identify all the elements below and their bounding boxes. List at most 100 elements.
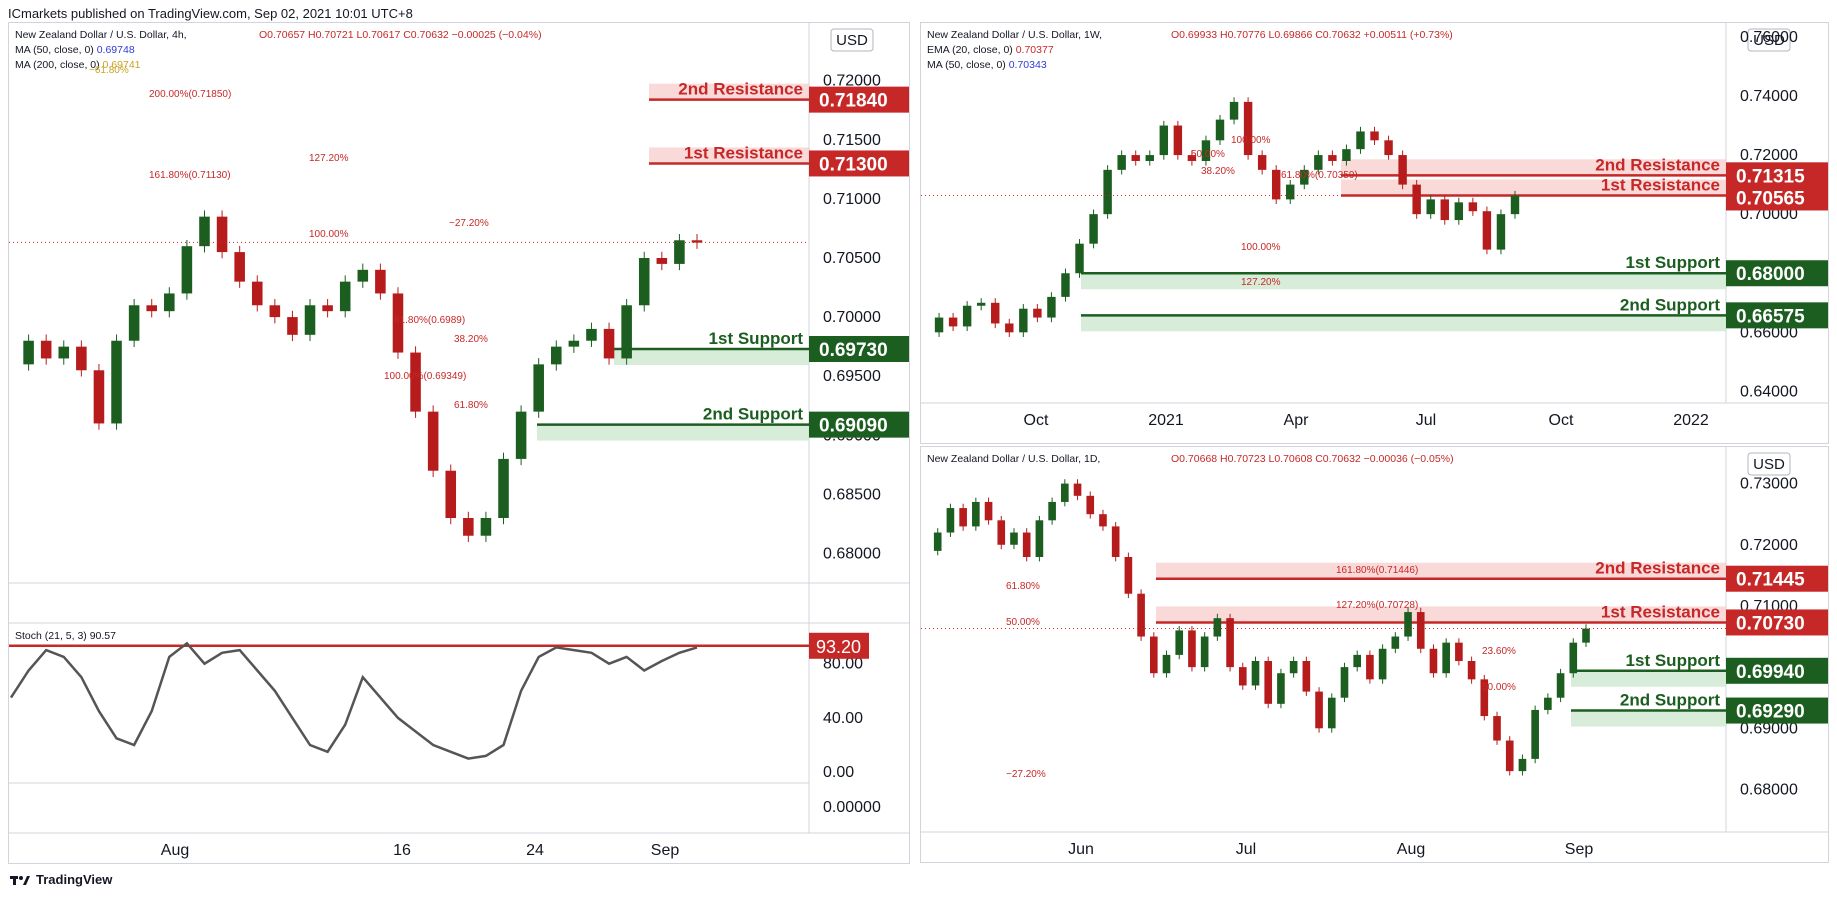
y-tick-label: 0.71500 [823,132,881,149]
candle-body [1370,131,1379,141]
fib-label: 50.00% [1191,149,1225,160]
chart-1w-svg[interactable]: New Zealand Dollar / U.S. Dollar, 1W, O0.… [921,23,1828,443]
candle-body [1124,557,1133,594]
y-tick-label: 0.64000 [1740,383,1798,400]
tradingview-brand: TradingView [36,872,113,887]
extra-price-value: 0.70565 [1736,188,1805,209]
chart-panel-4h[interactable]: New Zealand Dollar / U.S. Dollar, 4h, O0.… [8,22,910,864]
candle-body [498,458,509,518]
stoch-y-tick: 0.00 [823,764,854,781]
candle-body [251,281,263,306]
candle-body [568,340,580,347]
level-price-tag [1726,697,1828,724]
level-price-value: 0.66575 [1736,306,1805,327]
candle-body [1314,155,1323,170]
candle-body [946,508,955,533]
candle-body [1019,308,1028,333]
candle-body [445,470,457,518]
candle-body [1391,636,1400,649]
level-price-value: 0.70730 [1736,613,1805,634]
candle-body [1047,296,1056,318]
level-price-tag [809,411,909,438]
candle-body [1582,628,1590,643]
fib-label: 38.20% [1201,166,1235,177]
candle-body [1289,661,1298,674]
level-zone [1341,179,1726,196]
level-price-tag [1726,609,1828,636]
level-zone [1156,562,1726,579]
level-price-tag [809,150,909,177]
publisher-header: ICmarkets published on TradingView.com, … [8,6,413,21]
level-name: 1st Resistance [1601,175,1720,194]
candle-body [1442,642,1450,674]
candle-body [1496,214,1506,250]
level-price-value: 0.71315 [1736,166,1805,187]
chart-1d-svg[interactable]: New Zealand Dollar / U.S. Dollar, 1D, O0.… [921,447,1828,862]
candle-body [1243,101,1253,156]
level-price-value: 0.68000 [1736,264,1805,285]
candle-body [1271,169,1281,200]
fib-label: 61.80%(0.6989) [394,315,465,326]
candle-body [1200,636,1209,668]
y-tick-label: 0.69000 [1740,720,1798,737]
candle-body [1035,520,1044,557]
candle-body [23,340,34,365]
candle-body [1103,169,1112,215]
candle-body [1412,184,1421,215]
y-tick-label: 0.72000 [1740,537,1798,554]
candle-body [357,269,369,282]
chart-panel-1w[interactable]: New Zealand Dollar / U.S. Dollar, 1W, O0.… [920,22,1829,444]
x-tick-label: Oct [1024,412,1049,429]
y-tick-label: 0.72000 [1740,147,1798,164]
candle-body [533,364,544,412]
candle-body [1111,526,1120,557]
chart-panel-1d[interactable]: New Zealand Dollar / U.S. Dollar, 1D, O0.… [920,446,1829,863]
x-tick-label: 2021 [1148,412,1184,429]
x-tick-label: Jul [1236,841,1256,858]
x-tick-label: Aug [1397,841,1425,858]
candle-body [1531,709,1539,759]
level-name: 1st Support [709,329,804,348]
stoch-y-tick: 80.00 [823,656,863,673]
stoch-label: Stoch (21, 5, 3) 90.57 [15,630,116,642]
candle-body [1416,612,1425,649]
candle-body [181,246,193,294]
currency-label: USD [1753,456,1785,473]
candle-body [1229,101,1239,120]
candle-body [972,501,980,527]
candle-body [948,317,958,327]
level-price-tag [1726,657,1828,684]
fib-label: 100.00% [309,229,349,240]
candle-body [1137,593,1145,637]
chart-title: New Zealand Dollar / U.S. Dollar, 1D, [927,453,1100,465]
candle-body [1188,630,1196,668]
candle-body [392,293,404,353]
candle-body [1482,211,1492,250]
chart-4h-svg[interactable]: New Zealand Dollar / U.S. Dollar, 4h, O0.… [9,23,909,863]
candle-body [463,518,474,536]
ohlc-readout: O0.69933 H0.70776 L0.69866 C0.70632 +0.0… [1171,29,1453,41]
fib-label: 50.00% [1482,682,1516,693]
level-zone [1081,315,1726,332]
level-price-value: 0.69290 [1736,702,1805,723]
y-tick-label: 0.69500 [823,368,881,385]
candle-body [1159,125,1169,156]
fib-label: −27.20% [1006,769,1046,780]
candle-body [234,252,245,282]
x-tick-label: Aug [161,842,189,859]
level-price-tag [809,86,909,113]
x-tick-label: Apr [1284,412,1310,429]
candle-body [216,216,228,253]
candle-body [375,269,386,294]
candle-body [427,411,439,471]
fib-label: 61.80% [454,400,488,411]
candle-body [933,532,942,551]
candle-body [691,240,703,243]
candle-body [1556,673,1565,698]
level-price-tag [1726,302,1828,329]
chart-title: New Zealand Dollar / U.S. Dollar, 4h, [15,29,187,41]
tradingview-footer[interactable]: TradingView [10,872,112,887]
candle-body [1569,642,1578,674]
fib-label: 100.00%(0.69349) [384,371,466,382]
candle-body [1455,642,1463,661]
